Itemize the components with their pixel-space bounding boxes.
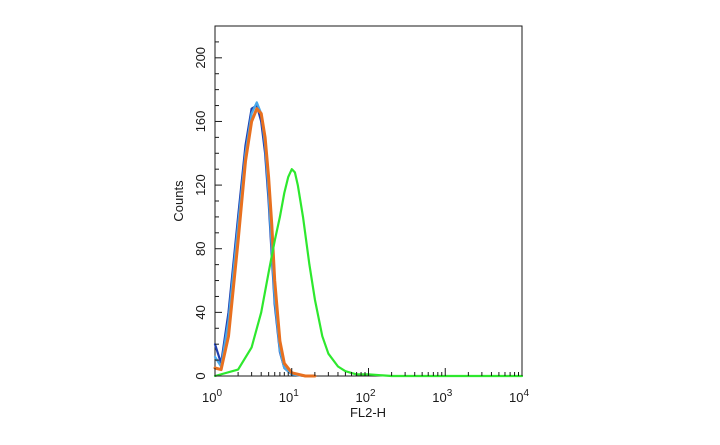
x-tick-label: 103 xyxy=(432,388,452,405)
y-tick-label: 0 xyxy=(193,372,208,379)
histogram-curves xyxy=(213,101,524,378)
histogram-curve-3 xyxy=(213,107,317,378)
x-axis-label: FL2-H xyxy=(350,405,386,420)
y-axis-label: Counts xyxy=(171,180,186,222)
plot-frame xyxy=(214,25,523,377)
y-tick-label: 120 xyxy=(193,174,208,196)
x-tick-label-base: 10 xyxy=(355,390,369,405)
x-tick-label-exponent: 0 xyxy=(216,388,222,399)
x-tick-label: 101 xyxy=(279,388,299,405)
x-tick-label-exponent: 2 xyxy=(370,388,376,399)
x-axis-ticks: 100 101 102 103 104 xyxy=(202,368,529,405)
x-tick-label-exponent: 1 xyxy=(293,388,299,399)
y-tick-label: 200 xyxy=(193,47,208,69)
x-tick-label-exponent: 4 xyxy=(523,388,529,399)
y-tick-label: 160 xyxy=(193,111,208,133)
x-tick-label-base: 10 xyxy=(432,390,446,405)
x-tick-label-exponent: 3 xyxy=(447,388,453,399)
y-tick-label: 80 xyxy=(193,241,208,255)
x-tick-label: 102 xyxy=(355,388,375,405)
x-tick-label-base: 10 xyxy=(509,390,523,405)
x-tick-label-base: 10 xyxy=(279,390,293,405)
x-tick-label: 100 xyxy=(202,388,222,405)
y-axis-ticks: 0 40 80 120 160 200 xyxy=(193,25,222,380)
x-tick-label: 104 xyxy=(509,388,529,405)
plot-area xyxy=(214,25,523,377)
x-tick-label-base: 10 xyxy=(202,390,216,405)
y-tick-label: 40 xyxy=(193,305,208,319)
histogram-curve-4 xyxy=(213,168,524,378)
